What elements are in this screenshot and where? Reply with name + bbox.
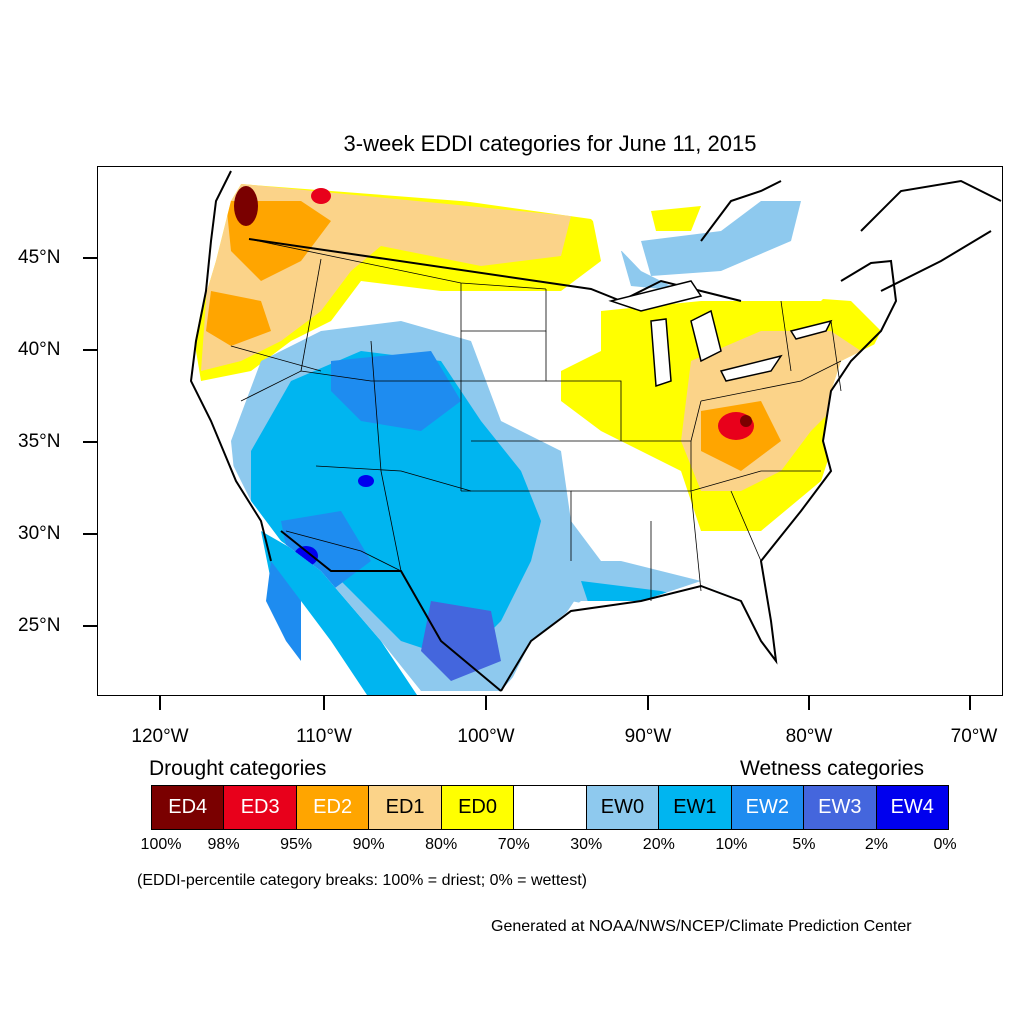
eddi-map bbox=[97, 166, 1003, 696]
legend-box-neutral bbox=[514, 786, 587, 829]
percentile-label: 90% bbox=[352, 836, 385, 853]
lon-tick-80 bbox=[808, 696, 810, 710]
lat-label-40: 40°N bbox=[18, 339, 61, 360]
baja-region bbox=[266, 561, 301, 661]
lon-label-110: 110°W bbox=[296, 726, 352, 747]
legend-box-ed4: ED4 bbox=[152, 786, 225, 829]
lat-tick-35 bbox=[83, 441, 97, 443]
lat-tick-40 bbox=[83, 349, 97, 351]
percentile-label: 2% bbox=[864, 836, 889, 853]
drought-heading: Drought categories bbox=[149, 757, 327, 780]
lat-label-45: 45°N bbox=[18, 247, 61, 268]
lon-tick-90 bbox=[647, 696, 649, 710]
lon-tick-70 bbox=[969, 696, 971, 710]
legend-box-ed3: ED3 bbox=[224, 786, 297, 829]
tx-ew3-patch bbox=[421, 601, 501, 681]
lat-tick-30 bbox=[83, 533, 97, 535]
legend-box-ew1: EW1 bbox=[659, 786, 732, 829]
legend-box-ed0: ED0 bbox=[441, 786, 515, 829]
sw-ew1-band bbox=[251, 351, 541, 661]
lon-label-100: 100°W bbox=[457, 726, 515, 747]
legend-box-ew4: EW4 bbox=[876, 786, 948, 829]
percentile-label: 98% bbox=[207, 836, 240, 853]
lon-tick-110 bbox=[323, 696, 325, 710]
percentile-label: 80% bbox=[425, 836, 458, 853]
percentile-label: 70% bbox=[497, 836, 530, 853]
kentucky-ed4-spot bbox=[740, 415, 752, 427]
percentile-label: 95% bbox=[280, 836, 313, 853]
lat-label-35: 35°N bbox=[18, 431, 61, 452]
lat-label-25: 25°N bbox=[18, 615, 61, 636]
legend-box-ed1: ED1 bbox=[369, 786, 442, 829]
coastlines bbox=[189, 170, 1002, 692]
lat-tick-25 bbox=[83, 625, 97, 627]
lon-label-120: 120°W bbox=[131, 726, 189, 747]
state-boundaries bbox=[230, 238, 842, 601]
wetness-heading: Wetness categories bbox=[740, 757, 925, 780]
credit-line: Generated at NOAA/NWS/NCEP/Climate Predi… bbox=[491, 918, 912, 935]
legend-box-ew2: EW2 bbox=[731, 786, 805, 829]
percentile-label: 5% bbox=[792, 836, 816, 853]
lon-tick-100 bbox=[485, 696, 487, 710]
map-title: 3-week EDDI categories for June 11, 2015 bbox=[343, 131, 757, 156]
lat-tick-45 bbox=[83, 257, 97, 259]
percentile-label: 10% bbox=[715, 836, 748, 853]
quebec-ed0-patch bbox=[651, 206, 701, 231]
co-ew2-patch bbox=[331, 351, 461, 431]
great-lakes bbox=[608, 280, 833, 388]
legend-box-ew0: EW0 bbox=[586, 786, 660, 829]
percentile-label: 100% bbox=[140, 836, 182, 853]
lon-label-90: 90°W bbox=[624, 726, 672, 747]
percentile-label: 20% bbox=[642, 836, 675, 853]
legend-box-ed2: ED2 bbox=[296, 786, 370, 829]
category-note: (EDDI-percentile category breaks: 100% =… bbox=[137, 872, 587, 889]
nm-ew4-spot bbox=[358, 475, 374, 487]
percentile-label: 0% bbox=[933, 836, 957, 853]
lon-label-70: 70°W bbox=[950, 726, 998, 747]
lon-tick-120 bbox=[159, 696, 161, 710]
percentile-label: 30% bbox=[570, 836, 603, 853]
ontario-ew0-patch bbox=[641, 201, 801, 276]
wa-ed4-spot bbox=[234, 186, 258, 226]
lat-label-30: 30°N bbox=[18, 523, 61, 544]
nw-ed2-patch-2 bbox=[206, 291, 271, 346]
legend-box-ew3: EW3 bbox=[804, 786, 877, 829]
lon-label-80: 80°W bbox=[785, 726, 833, 747]
id-ed3-spot bbox=[311, 188, 331, 204]
legend-colorbar: ED4 ED3 ED2 ED1 ED0 EW0 EW1 EW2 EW3 EW4 bbox=[151, 785, 949, 830]
